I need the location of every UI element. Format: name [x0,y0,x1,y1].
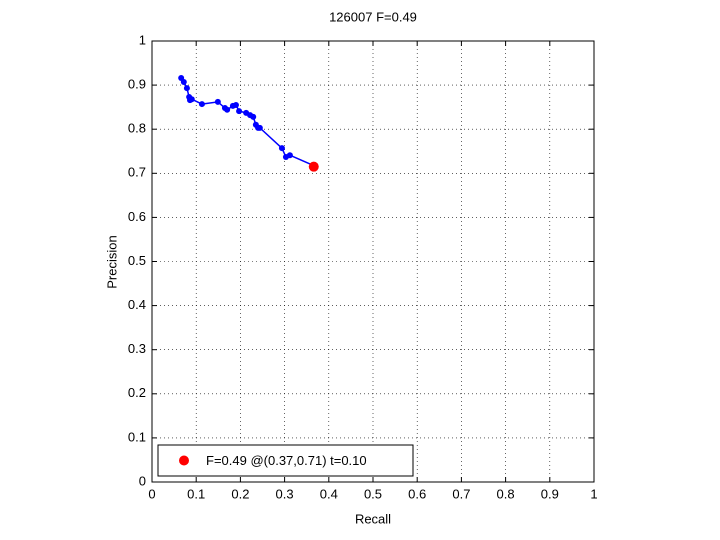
y-tick-label: 0.4 [128,297,146,312]
plot-frame [151,40,595,483]
point [198,101,205,108]
y-axis-label: Precision [104,235,119,288]
x-tick-label: 0.7 [452,486,470,501]
y-tick-label: 0.3 [128,341,146,356]
y-tick-label: 0.1 [128,429,146,444]
x-tick-label: 0.1 [187,486,205,501]
point [214,98,221,105]
legend-marker [179,455,189,466]
point [232,101,239,108]
point [308,161,319,172]
point [183,85,190,92]
y-tick-label: 0.8 [128,121,146,136]
point [278,145,285,152]
y-tick-label: 0 [139,473,146,488]
x-tick-label: 0.3 [276,486,294,501]
y-tick-label: 0.6 [128,209,146,224]
y-tick-label: 0.5 [128,253,146,268]
x-axis-label: Recall [355,511,391,526]
legend-label: F=0.49 @(0.37,0.71) t=0.10 [206,453,367,468]
x-tick-label: 0.4 [320,486,338,501]
point [224,106,231,113]
legend-box [157,444,414,477]
point [180,79,187,86]
x-tick-label: 0.2 [231,486,249,501]
point [250,113,257,120]
y-tick-label: 0.2 [128,385,146,400]
x-tick-label: 0.6 [408,486,426,501]
x-tick-label: 0.5 [364,486,382,501]
x-tick-label: 0.9 [541,486,559,501]
chart-title: 126007 F=0.49 [329,9,417,24]
point [286,152,293,159]
point [256,124,263,131]
x-tick-label: 0 [148,486,155,501]
point [236,108,243,115]
y-tick-label: 0.7 [128,165,146,180]
point [188,96,195,103]
y-tick-label: 1 [139,32,146,47]
y-tick-label: 0.9 [128,77,146,92]
x-tick-label: 1 [590,486,597,501]
x-tick-label: 0.8 [497,486,515,501]
